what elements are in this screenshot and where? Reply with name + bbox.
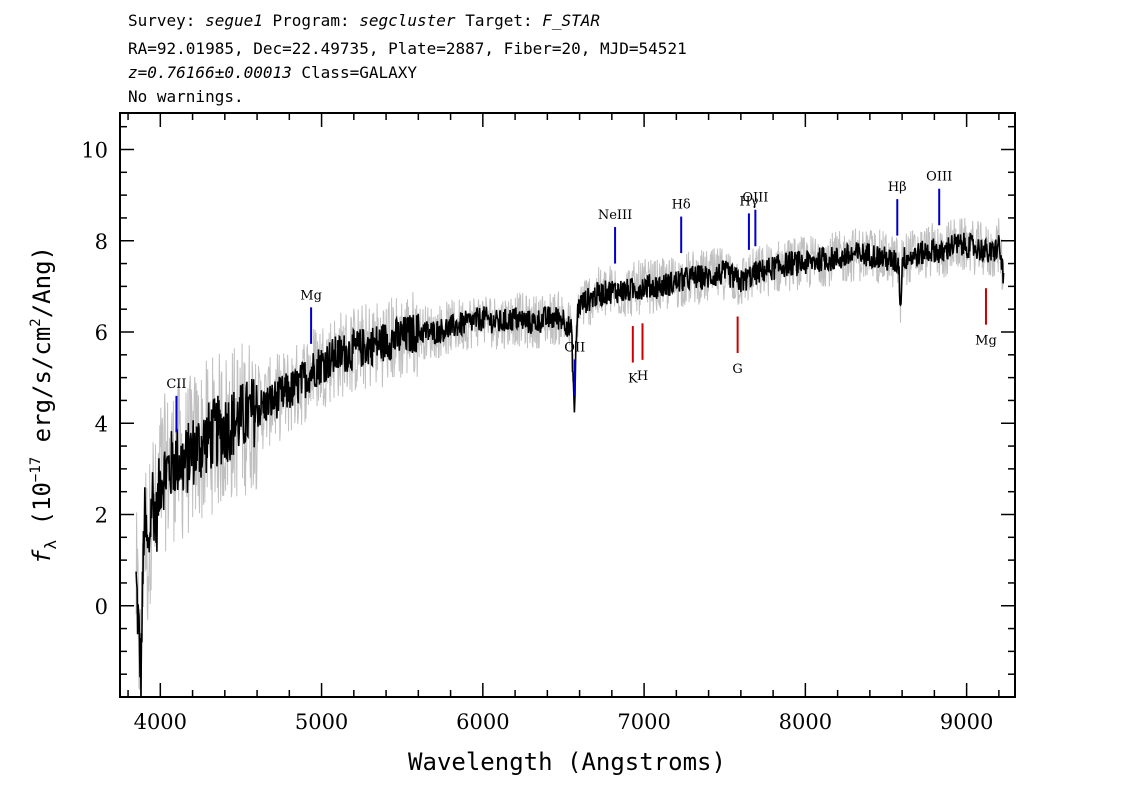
header-line-1: Survey: segue1 Program: segcluster Targe…	[128, 11, 601, 30]
class-value: Class=GALAXY	[301, 63, 417, 82]
absorption-line-label: H	[637, 369, 648, 384]
x-tick-label: 5000	[295, 710, 348, 734]
y-tick-label: 0	[95, 595, 108, 619]
y-tick-label: 10	[81, 139, 108, 163]
emission-line-label: Hβ	[888, 180, 907, 195]
emission-line-label: Hγ	[739, 194, 758, 209]
flux-line	[135, 232, 1005, 697]
survey-value: segue1	[205, 11, 263, 30]
x-axis-title: Wavelength (Angstroms)	[408, 748, 726, 776]
plot-frame	[119, 112, 1016, 698]
absorption-line-label: Mg	[975, 334, 997, 349]
target-value: F_STAR	[542, 11, 601, 30]
emission-line-label: OIII	[926, 170, 952, 185]
y-tick-label: 4	[95, 412, 108, 436]
x-tick-label: 6000	[456, 710, 509, 734]
header-line-4: No warnings.	[128, 87, 244, 106]
x-tick-label: 7000	[617, 710, 670, 734]
emission-line-label: Hδ	[672, 198, 691, 213]
x-tick-label: 9000	[940, 710, 993, 734]
y-axis-title: fλ (10−17 erg/s/cm2/Ang)	[28, 246, 60, 564]
header-line-2: RA=92.01985, Dec=22.49735, Plate=2887, F…	[128, 39, 687, 58]
flux-series	[135, 232, 1005, 697]
x-tick-label: 8000	[779, 710, 832, 734]
header-line-3: z=0.76166±0.00013 Class=GALAXY	[128, 64, 417, 82]
emission-line-label: OII	[564, 340, 585, 355]
absorption-line-label: K	[628, 372, 638, 387]
error-band-line	[135, 217, 1005, 690]
emission-line-label: CII	[166, 377, 186, 392]
redshift-value: z=0.76166±0.00013	[128, 63, 292, 82]
absorption-line-label: G	[732, 362, 742, 377]
y-tick-label: 8	[95, 230, 108, 254]
x-tick-label: 4000	[134, 710, 187, 734]
error-band	[135, 217, 1005, 690]
y-tick-label: 6	[95, 321, 108, 345]
axis-ticks: 4000 5000 6000 7000 8000 9000 0 2 4 6 8 10	[81, 113, 1015, 734]
emission-line-label: Mg	[300, 288, 322, 303]
emission-line-label: OIII	[742, 191, 768, 206]
emission-line-label: NeIII	[598, 208, 632, 223]
y-tick-label: 2	[95, 504, 108, 528]
program-value: segcluster	[359, 11, 456, 30]
